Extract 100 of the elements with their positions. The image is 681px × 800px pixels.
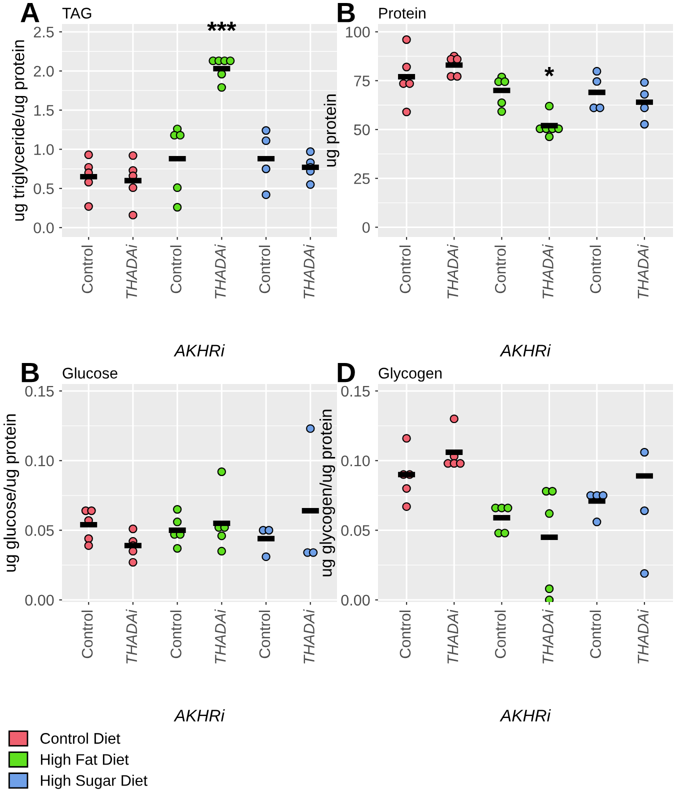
point <box>640 506 649 516</box>
text: B <box>22 363 39 382</box>
point <box>402 484 411 493</box>
x-tick-label: Control <box>399 246 411 294</box>
y-tick-label: 0.00 <box>341 594 370 606</box>
point <box>306 180 315 189</box>
legend-label: High Sugar Diet <box>40 774 148 789</box>
y-tick-label: 0.15 <box>341 386 370 397</box>
y-axis-title: ug glucose/ug protein <box>4 414 20 572</box>
text: D <box>338 363 355 382</box>
x-tick-label: THADAi <box>214 609 226 664</box>
chart-title: Glucose <box>62 367 118 379</box>
point <box>402 62 411 72</box>
legend-label: High Fat Diet <box>40 754 129 768</box>
point <box>172 183 182 192</box>
point <box>217 83 226 92</box>
point <box>84 541 93 550</box>
annotation: *** <box>207 22 236 32</box>
chart-title: Glycogen <box>378 367 442 382</box>
point <box>172 505 182 514</box>
y-tick-label: 0.10 <box>25 455 54 466</box>
x-tick-label: Control <box>494 246 506 294</box>
point <box>172 544 182 553</box>
x-axis-title: AKHRi <box>500 709 551 722</box>
point <box>306 147 315 156</box>
x-tick-label: Control <box>399 610 411 658</box>
point <box>306 424 315 433</box>
point <box>640 448 649 457</box>
x-tick-label: THADAi <box>542 609 554 664</box>
x-tick-label: Control <box>170 610 182 658</box>
x-tick-label: THADAi <box>542 244 554 298</box>
y-tick-label: 0 <box>362 222 370 233</box>
x-axis-title: AKHRi <box>500 344 551 356</box>
point <box>402 502 411 511</box>
y-tick-label: 75 <box>354 76 370 86</box>
y-axis-title: ug protein <box>324 94 340 166</box>
point <box>217 546 226 556</box>
x-tick-label: THADAi <box>447 609 458 664</box>
x-tick-label: Control <box>258 246 270 294</box>
legend-label: Control Diet <box>40 732 120 744</box>
point <box>84 202 93 211</box>
y-tick-label: 0.05 <box>25 525 54 536</box>
y-tick-label: 2.0 <box>34 66 54 77</box>
point <box>262 552 270 562</box>
point <box>402 434 411 443</box>
point <box>497 98 506 108</box>
point <box>217 531 226 540</box>
point <box>640 120 649 129</box>
text: A <box>20 3 40 22</box>
y-tick-label: 1.0 <box>34 144 54 155</box>
point <box>128 151 138 160</box>
point <box>217 467 226 476</box>
x-tick-label: Control <box>494 610 506 658</box>
point <box>592 518 602 526</box>
y-tick-label: 0.5 <box>34 183 54 194</box>
x-tick-label: Control <box>81 246 93 294</box>
x-tick-label: THADAi <box>637 244 648 298</box>
point <box>262 164 270 174</box>
x-axis-title: AKHRi <box>174 344 225 356</box>
y-tick-label: 1.5 <box>34 105 54 116</box>
y-axis-title: ug triglyceride/ug protein <box>12 40 28 221</box>
y-tick-label: 2.5 <box>34 26 54 38</box>
y-tick-label: 0.05 <box>341 525 370 536</box>
point <box>497 107 506 116</box>
point <box>640 78 649 87</box>
point <box>402 108 411 116</box>
y-axis-title: ug glycogen/ug protein <box>320 410 336 576</box>
chart-title: TAG <box>62 8 92 19</box>
text: B <box>338 3 355 22</box>
y-tick-label: 0.10 <box>341 455 370 466</box>
point <box>544 584 554 594</box>
point <box>172 518 182 526</box>
x-tick-label: THADAi <box>126 609 137 664</box>
point <box>262 126 270 135</box>
x-tick-label: Control <box>590 246 601 294</box>
chart-title: Protein <box>379 7 426 19</box>
annotation: * <box>544 67 554 76</box>
point <box>84 150 93 160</box>
point <box>128 183 138 192</box>
point <box>592 77 602 86</box>
x-tick-label: THADAi <box>303 609 314 664</box>
y-tick-label: 50 <box>354 124 370 136</box>
point <box>544 102 554 110</box>
y-tick-label: 0.00 <box>25 594 54 606</box>
x-axis-title: AKHRi <box>174 709 225 722</box>
point <box>640 569 649 578</box>
x-tick-label: THADAi <box>447 244 458 298</box>
x-tick-label: Control <box>81 610 93 658</box>
y-tick-label: 25 <box>354 173 370 184</box>
point <box>544 509 554 518</box>
y-tick-label: 0.0 <box>34 222 54 234</box>
point <box>128 524 138 534</box>
point <box>262 136 270 146</box>
y-tick-label: 0.15 <box>25 386 54 397</box>
x-tick-label: THADAi <box>637 609 648 664</box>
x-tick-label: Control <box>258 610 270 658</box>
point <box>450 414 458 424</box>
x-tick-label: THADAi <box>126 244 137 298</box>
point <box>172 202 182 212</box>
point <box>262 190 270 200</box>
